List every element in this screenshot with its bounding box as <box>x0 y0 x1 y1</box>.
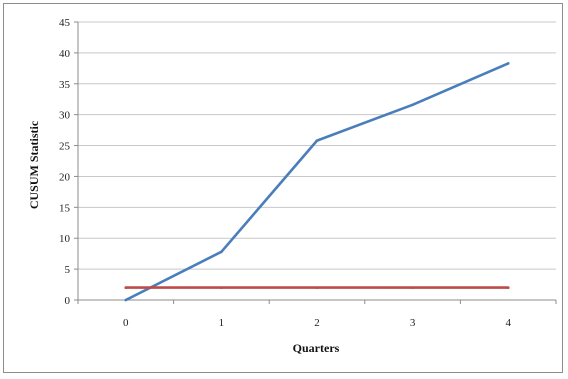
series-1-point-3 <box>411 103 414 107</box>
x-tick-labels: 0 1 2 3 4 <box>123 317 511 329</box>
y-axis-title: CUSUM Statistic <box>27 120 41 209</box>
series-lines <box>124 62 510 302</box>
x-tick-label-4: 4 <box>505 317 511 329</box>
x-tick-label-2: 2 <box>314 317 320 329</box>
y-tick-label-40: 40 <box>59 48 71 60</box>
axes <box>74 21 557 304</box>
series-2-point-0 <box>124 286 128 289</box>
y-tick-label-45: 45 <box>59 17 71 29</box>
y-tick-label-5: 5 <box>65 264 71 276</box>
y-tick-label-20: 20 <box>59 171 71 183</box>
y-tick-label-25: 25 <box>59 141 71 153</box>
series-2-point-4 <box>506 286 510 289</box>
y-tick-labels: 0 5 10 15 20 25 30 35 40 45 <box>59 17 71 307</box>
x-tick-label-1: 1 <box>219 317 225 329</box>
series-1-point-4 <box>506 62 510 65</box>
series-1-point-0 <box>124 298 128 302</box>
y-tick-label-30: 30 <box>59 110 71 122</box>
series-1-point-2 <box>315 139 319 142</box>
x-axis-title: Quarters <box>293 341 340 355</box>
gridlines <box>78 21 556 270</box>
series-1-point-1 <box>220 250 223 254</box>
y-tick-label-15: 15 <box>59 202 71 214</box>
series-2-point-2 <box>315 286 319 289</box>
y-tick-label-0: 0 <box>65 295 71 307</box>
y-tick-label-10: 10 <box>59 233 71 245</box>
series-2-point-3 <box>411 286 414 289</box>
chart-frame <box>3 3 563 373</box>
series-line-1 <box>124 62 510 302</box>
y-tick-label-35: 35 <box>59 79 71 91</box>
series-2-point-1 <box>220 286 223 289</box>
x-tick-label-0: 0 <box>123 317 129 329</box>
x-tick-label-3: 3 <box>410 317 416 329</box>
